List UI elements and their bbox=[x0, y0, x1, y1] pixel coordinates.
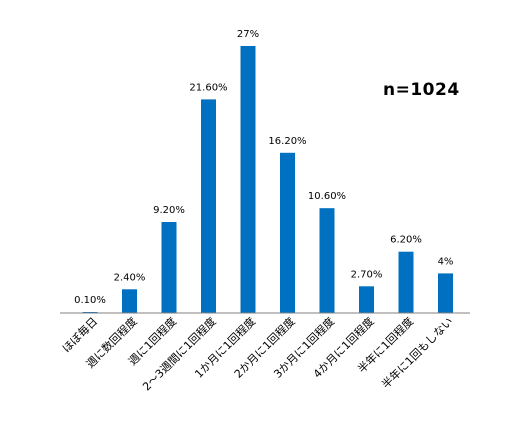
sample-size-annotation: n=1024 bbox=[383, 80, 460, 100]
bars-layer bbox=[82, 46, 453, 314]
data-label: 2.40% bbox=[114, 272, 146, 283]
data-label: 10.60% bbox=[308, 191, 346, 202]
bar bbox=[161, 222, 177, 313]
bar bbox=[122, 289, 137, 313]
data-label: 6.20% bbox=[390, 235, 422, 246]
data-label: 9.20% bbox=[153, 205, 185, 216]
data-label: 27% bbox=[237, 29, 259, 40]
bar bbox=[240, 46, 256, 313]
bar bbox=[280, 152, 295, 313]
bar bbox=[438, 273, 453, 313]
category-label: 2～3週間に1回程度 bbox=[139, 314, 218, 393]
category-label: ほぼ毎日 bbox=[60, 315, 100, 355]
bar bbox=[398, 251, 414, 313]
bar bbox=[359, 286, 374, 313]
data-label: 21.60% bbox=[189, 82, 227, 93]
data-label: 0.10% bbox=[74, 295, 106, 306]
category-label: 半年に1回もしない bbox=[379, 314, 456, 391]
data-labels-layer: 0.10% 2.40% 9.20% 21.60% 27% 16.20% 10.60% 2.70… bbox=[74, 29, 453, 306]
data-label: 4% bbox=[438, 256, 454, 267]
bar bbox=[319, 208, 335, 313]
data-label: 16.20% bbox=[268, 136, 306, 147]
bar bbox=[201, 99, 216, 314]
category-labels-layer: ほぼ毎日週に数回程度週に1回程度2～3週間に1回程度1か月に1回程度2か月に1回… bbox=[60, 314, 456, 393]
data-label: 2.70% bbox=[351, 269, 383, 280]
